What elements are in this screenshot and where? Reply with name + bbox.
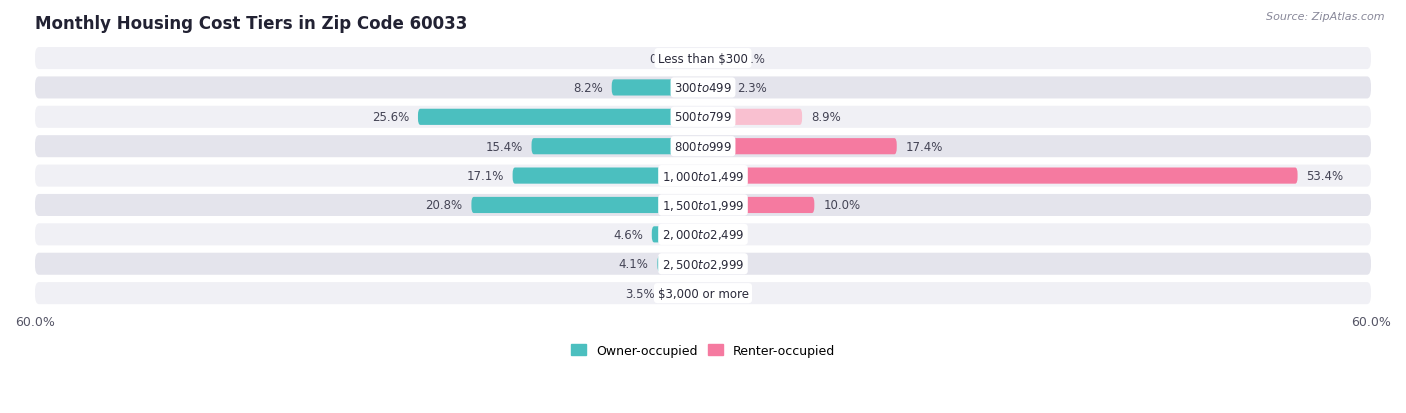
FancyBboxPatch shape — [471, 197, 703, 214]
Text: 15.4%: 15.4% — [485, 140, 523, 153]
Text: 53.4%: 53.4% — [1306, 170, 1344, 183]
Text: 20.8%: 20.8% — [426, 199, 463, 212]
FancyBboxPatch shape — [703, 168, 1298, 184]
Text: Less than $300: Less than $300 — [658, 52, 748, 65]
FancyBboxPatch shape — [35, 224, 1371, 246]
Text: $1,000 to $1,499: $1,000 to $1,499 — [662, 169, 744, 183]
Text: 8.2%: 8.2% — [574, 82, 603, 95]
Text: $2,500 to $2,999: $2,500 to $2,999 — [662, 257, 744, 271]
Text: $3,000 or more: $3,000 or more — [658, 287, 748, 300]
Text: Monthly Housing Cost Tiers in Zip Code 60033: Monthly Housing Cost Tiers in Zip Code 6… — [35, 15, 467, 33]
FancyBboxPatch shape — [658, 256, 703, 272]
Text: 0.65%: 0.65% — [650, 52, 688, 65]
FancyBboxPatch shape — [703, 109, 801, 126]
Text: 2.1%: 2.1% — [735, 52, 765, 65]
Text: $800 to $999: $800 to $999 — [673, 140, 733, 153]
Text: 0.0%: 0.0% — [711, 287, 741, 300]
FancyBboxPatch shape — [612, 80, 703, 96]
FancyBboxPatch shape — [35, 136, 1371, 158]
FancyBboxPatch shape — [703, 51, 727, 67]
FancyBboxPatch shape — [652, 227, 703, 243]
Text: $500 to $799: $500 to $799 — [673, 111, 733, 124]
Text: 0.0%: 0.0% — [711, 228, 741, 241]
FancyBboxPatch shape — [696, 51, 703, 67]
FancyBboxPatch shape — [35, 48, 1371, 70]
Text: 10.0%: 10.0% — [824, 199, 860, 212]
Text: $1,500 to $1,999: $1,500 to $1,999 — [662, 199, 744, 212]
Text: 0.0%: 0.0% — [711, 258, 741, 271]
FancyBboxPatch shape — [703, 197, 814, 214]
Text: $2,000 to $2,499: $2,000 to $2,499 — [662, 228, 744, 242]
Text: 8.9%: 8.9% — [811, 111, 841, 124]
FancyBboxPatch shape — [513, 168, 703, 184]
FancyBboxPatch shape — [35, 282, 1371, 304]
Text: 3.5%: 3.5% — [626, 287, 655, 300]
Text: Source: ZipAtlas.com: Source: ZipAtlas.com — [1267, 12, 1385, 22]
FancyBboxPatch shape — [703, 80, 728, 96]
Text: 25.6%: 25.6% — [371, 111, 409, 124]
FancyBboxPatch shape — [35, 77, 1371, 99]
FancyBboxPatch shape — [418, 109, 703, 126]
FancyBboxPatch shape — [35, 253, 1371, 275]
Text: 17.1%: 17.1% — [467, 170, 503, 183]
Text: 4.1%: 4.1% — [619, 258, 648, 271]
FancyBboxPatch shape — [35, 195, 1371, 216]
FancyBboxPatch shape — [531, 139, 703, 155]
Text: 2.3%: 2.3% — [738, 82, 768, 95]
FancyBboxPatch shape — [664, 285, 703, 301]
FancyBboxPatch shape — [35, 165, 1371, 187]
Text: 4.6%: 4.6% — [613, 228, 643, 241]
Legend: Owner-occupied, Renter-occupied: Owner-occupied, Renter-occupied — [567, 339, 839, 362]
Text: $300 to $499: $300 to $499 — [673, 82, 733, 95]
Text: 17.4%: 17.4% — [905, 140, 943, 153]
FancyBboxPatch shape — [35, 107, 1371, 128]
FancyBboxPatch shape — [703, 139, 897, 155]
